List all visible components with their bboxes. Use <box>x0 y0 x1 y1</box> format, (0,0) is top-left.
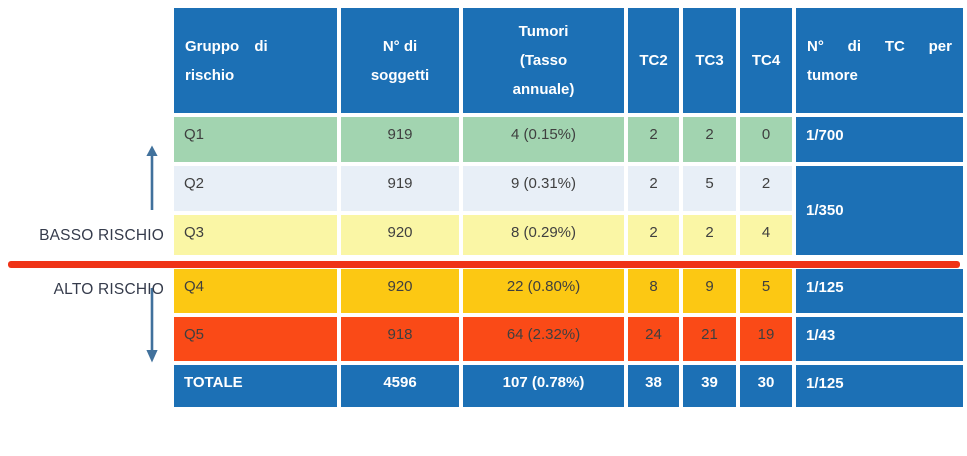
cell-q5-tc3: 21 <box>683 317 736 361</box>
header-line: Tumori <box>518 23 569 40</box>
cell-q5-tc-per-tumore: 1/43 <box>796 317 963 361</box>
cell-totale-tc-per-tumore: 1/125 <box>796 365 963 407</box>
header-line: Gruppo di <box>185 37 268 55</box>
cell-q2-subjects: 919 <box>341 166 459 211</box>
header-line: TC2 <box>639 52 668 69</box>
column-header-tc3: TC3 <box>683 8 736 113</box>
cell-totale-subjects: 4596 <box>341 365 459 407</box>
column-header-gruppo: Gruppo di rischio <box>174 8 337 113</box>
cell-totale-tumors: 107 (0.78%) <box>463 365 624 407</box>
header-line: rischio <box>185 66 235 84</box>
header-line: TC3 <box>695 52 724 69</box>
cell-q5-subjects: 918 <box>341 317 459 361</box>
cell-q1-tc-per-tumore: 1/700 <box>796 117 963 162</box>
cell-q1-tc3: 2 <box>683 117 736 162</box>
cell-q1-tc2: 2 <box>628 117 679 162</box>
cell-q4-subjects: 920 <box>341 269 459 313</box>
cell-q4-tc3: 9 <box>683 269 736 313</box>
cell-q3-subjects: 920 <box>341 215 459 255</box>
cell-totale-tc3: 39 <box>683 365 736 407</box>
cell-q1-subjects: 919 <box>341 117 459 162</box>
risk-divider-line <box>8 261 960 268</box>
header-line: TC4 <box>751 52 781 69</box>
cell-q4-tc2: 8 <box>628 269 679 313</box>
cell-totale-tc4: 30 <box>740 365 792 407</box>
risk-table: Gruppo di rischio N° di soggetti Tumori (Tass… <box>174 8 963 407</box>
column-header-tc2: TC2 <box>628 8 679 113</box>
header-line: soggetti <box>370 66 430 84</box>
cell-q2-tc4: 2 <box>740 166 792 211</box>
cell-q1-tumors: 4 (0.15%) <box>463 117 624 162</box>
cell-q3-tc3: 2 <box>683 215 736 255</box>
low-risk-arrow-up-icon <box>146 145 158 210</box>
header-line: annuale) <box>512 81 575 98</box>
cell-q2-tc3: 5 <box>683 166 736 211</box>
cell-totale-group: TOTALE <box>174 365 337 407</box>
low-risk-label: BASSO RISCHIO <box>39 227 164 244</box>
high-risk-label: ALTO RISCHIO <box>53 281 164 298</box>
header-line: N° di <box>382 37 418 55</box>
column-header-tc4: TC4 <box>740 8 792 113</box>
cell-q5-group: Q5 <box>174 317 337 361</box>
cell-q2-tumors: 9 (0.31%) <box>463 166 624 211</box>
high-risk-arrow-down-icon <box>146 288 158 363</box>
cell-q5-tc2: 24 <box>628 317 679 361</box>
cell-q3-tc4: 4 <box>740 215 792 255</box>
column-header-tc-per-tumore: N° di TC per tumore <box>796 8 963 113</box>
cell-q5-tumors: 64 (2.32%) <box>463 317 624 361</box>
cell-q3-tc2: 2 <box>628 215 679 255</box>
header-line: N° di TC per <box>807 37 952 55</box>
cell-q2-tc2: 2 <box>628 166 679 211</box>
cell-q5-tc4: 19 <box>740 317 792 361</box>
cell-totale-tc2: 38 <box>628 365 679 407</box>
column-header-tumori: Tumori (Tasso annuale) <box>463 8 624 113</box>
cell-q1-group: Q1 <box>174 117 337 162</box>
cell-q2-group: Q2 <box>174 166 337 211</box>
cell-q4-tc-per-tumore: 1/125 <box>796 269 963 313</box>
column-header-soggetti: N° di soggetti <box>341 8 459 113</box>
cell-q3-tumors: 8 (0.29%) <box>463 215 624 255</box>
header-line: tumore <box>807 66 858 84</box>
cell-q3-group: Q3 <box>174 215 337 255</box>
header-line: (Tasso <box>519 52 568 69</box>
cell-q1-tc4: 0 <box>740 117 792 162</box>
cell-q4-group: Q4 <box>174 269 337 313</box>
cell-q4-tc4: 5 <box>740 269 792 313</box>
cell-q4-tumors: 22 (0.80%) <box>463 269 624 313</box>
cell-q2-tc-per-tumore: 1/350 <box>796 166 963 255</box>
